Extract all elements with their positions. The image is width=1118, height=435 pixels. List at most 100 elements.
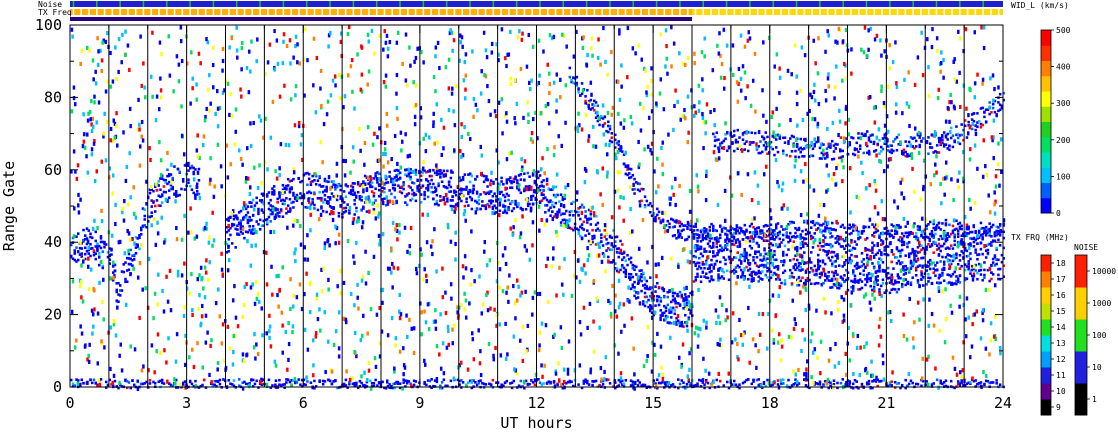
data-cell bbox=[556, 193, 559, 197]
data-cell bbox=[652, 298, 656, 302]
data-cell bbox=[580, 82, 584, 85]
data-cell bbox=[391, 186, 395, 190]
data-cell bbox=[925, 380, 928, 383]
data-cell bbox=[619, 268, 622, 272]
data-cell bbox=[339, 188, 342, 192]
data-cell bbox=[797, 283, 801, 287]
data-cell bbox=[629, 273, 633, 276]
data-cell bbox=[788, 268, 792, 272]
data-cell bbox=[94, 252, 97, 255]
data-cell bbox=[962, 128, 965, 132]
data-cell bbox=[467, 191, 470, 194]
data-cell bbox=[794, 321, 798, 327]
data-cell bbox=[972, 240, 976, 244]
data-cell bbox=[764, 273, 768, 277]
data-cell bbox=[897, 280, 900, 284]
data-cell bbox=[837, 235, 841, 239]
data-cell bbox=[456, 310, 459, 315]
data-cell bbox=[924, 217, 928, 222]
data-cell bbox=[696, 382, 699, 386]
data-cell bbox=[701, 263, 705, 266]
data-cell bbox=[162, 190, 166, 194]
data-cell bbox=[514, 177, 517, 181]
data-cell bbox=[976, 125, 979, 129]
data-cell bbox=[582, 379, 586, 383]
data-cell bbox=[373, 51, 376, 56]
data-cell bbox=[970, 127, 974, 131]
data-cell bbox=[342, 105, 345, 110]
data-cell bbox=[790, 282, 794, 285]
data-cell bbox=[761, 231, 764, 235]
data-cell bbox=[879, 379, 883, 383]
data-cell bbox=[515, 371, 518, 376]
data-cell bbox=[715, 259, 719, 263]
data-cell bbox=[783, 282, 787, 286]
data-cell bbox=[963, 124, 967, 128]
data-cell bbox=[736, 140, 740, 144]
data-cell bbox=[869, 284, 872, 288]
data-cell bbox=[799, 246, 802, 250]
data-cell bbox=[862, 258, 865, 261]
data-cell bbox=[260, 200, 264, 204]
data-cell bbox=[292, 191, 295, 195]
data-cell bbox=[998, 92, 1002, 96]
data-cell bbox=[104, 243, 108, 246]
data-cell bbox=[251, 198, 255, 202]
data-cell bbox=[755, 264, 759, 268]
data-cell bbox=[835, 281, 839, 287]
data-cell bbox=[614, 309, 617, 314]
data-cell bbox=[638, 278, 642, 281]
data-cell bbox=[890, 288, 893, 292]
data-cell bbox=[670, 25, 673, 30]
data-cell bbox=[167, 180, 171, 184]
data-cell bbox=[946, 147, 949, 150]
data-cell bbox=[449, 239, 453, 244]
data-cell bbox=[705, 272, 708, 276]
strip-0-tick bbox=[679, 1, 681, 7]
data-cell bbox=[701, 381, 705, 384]
data-cell bbox=[380, 329, 384, 334]
data-cell bbox=[829, 384, 832, 388]
data-cell bbox=[449, 190, 453, 193]
data-cell bbox=[475, 383, 479, 387]
data-cell bbox=[484, 48, 488, 53]
data-cell bbox=[468, 180, 472, 184]
data-cell bbox=[505, 180, 509, 184]
data-cell bbox=[986, 108, 990, 112]
data-cell bbox=[696, 248, 699, 251]
data-cell bbox=[412, 181, 416, 185]
data-cell bbox=[733, 134, 736, 137]
data-cell bbox=[984, 233, 988, 237]
data-cell bbox=[781, 271, 785, 275]
data-cell bbox=[946, 233, 949, 236]
data-cell bbox=[344, 320, 348, 325]
data-cell bbox=[465, 197, 468, 201]
data-cell bbox=[435, 173, 439, 177]
data-cell bbox=[464, 87, 467, 92]
data-cell bbox=[221, 58, 225, 64]
data-cell bbox=[188, 184, 192, 188]
data-cell bbox=[1002, 275, 1005, 279]
data-cell bbox=[677, 262, 680, 267]
data-cell bbox=[661, 381, 664, 384]
data-cell bbox=[136, 127, 140, 132]
data-cell bbox=[733, 268, 736, 272]
data-cell bbox=[799, 233, 802, 236]
data-cell bbox=[494, 345, 497, 351]
data-cell bbox=[500, 180, 503, 183]
data-cell bbox=[921, 256, 925, 260]
data-cell bbox=[931, 27, 934, 32]
data-cell bbox=[362, 180, 365, 183]
data-cell bbox=[526, 171, 530, 175]
data-cell bbox=[306, 183, 309, 187]
data-cell bbox=[617, 147, 621, 151]
data-cell bbox=[267, 215, 271, 219]
data-cell bbox=[916, 251, 920, 254]
data-cell bbox=[318, 307, 321, 312]
data-cell bbox=[174, 378, 178, 382]
data-cell bbox=[776, 150, 780, 154]
data-cell bbox=[449, 185, 453, 189]
data-cell bbox=[451, 195, 454, 199]
data-cell bbox=[344, 384, 348, 387]
data-cell bbox=[953, 282, 956, 285]
